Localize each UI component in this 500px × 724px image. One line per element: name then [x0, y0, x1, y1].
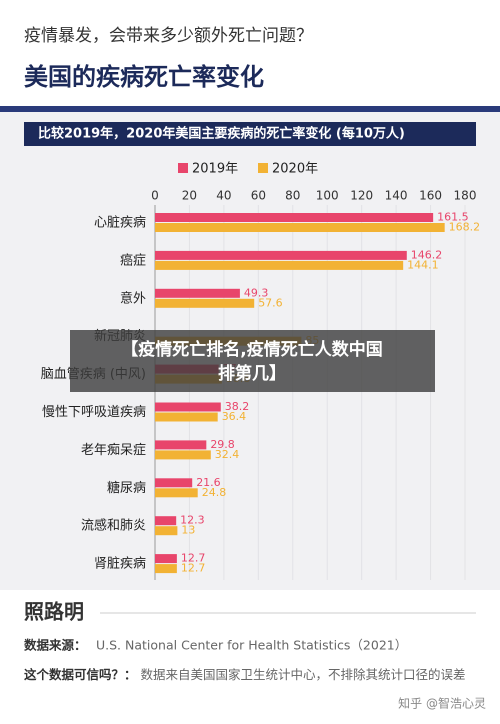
y-tick-label: 意外 [120, 290, 146, 306]
overlay-bg [70, 330, 435, 392]
data-label: 12.3 [180, 514, 205, 527]
bar [155, 288, 240, 298]
bar [155, 526, 178, 536]
x-tick-label: 140 [385, 189, 408, 203]
bar [155, 516, 177, 526]
subtitle-bar [24, 122, 476, 146]
overlay-caption: 【疫情死亡排名,疫情死亡人数中国排第几】 [121, 339, 382, 384]
y-tick-label: 慢性下呼吸道疾病 [42, 404, 146, 420]
data-label: 49.3 [244, 286, 269, 299]
bar [155, 440, 207, 450]
bar [155, 412, 218, 422]
y-tick-label: 心脏疾病 [94, 216, 146, 231]
trust-label: 这个数据可信吗？： [24, 667, 137, 682]
bar [155, 213, 434, 222]
data-label: 36.4 [222, 410, 247, 423]
x-tick-label: 80 [285, 189, 300, 203]
bar [155, 478, 193, 488]
header-stripe [0, 106, 500, 112]
legend-swatch [258, 163, 268, 173]
y-tick-label: 流感和肺炎 [81, 518, 146, 534]
data-label: 12.7 [181, 562, 206, 575]
brand: 照路明 [24, 600, 84, 624]
chart-title: 比较2019年，2020年美国主要疾病的死亡率变化 (每10万人) [38, 126, 405, 142]
y-tick-label: 糖尿病 [107, 480, 146, 496]
data-label: 38.2 [225, 400, 250, 413]
legend-swatch [178, 163, 188, 173]
kicker: 疫情暴发，会带来多少额外死亡问题？ [24, 26, 313, 46]
x-tick-label: 120 [350, 189, 373, 203]
bar [155, 402, 221, 412]
x-tick-label: 20 [182, 189, 197, 203]
bar [155, 450, 211, 460]
x-tick-label: 60 [251, 189, 266, 203]
header-bg [0, 0, 500, 115]
data-label: 161.5 [437, 211, 469, 224]
source-label: 数据来源： [23, 638, 87, 653]
data-label: 168.2 [449, 221, 481, 234]
data-label: 29.8 [210, 438, 235, 451]
bar [155, 260, 404, 270]
bar [155, 223, 445, 232]
header-title: 美国的疾病死亡率变化 [24, 63, 264, 91]
data-label: 146.2 [411, 248, 443, 261]
data-label: 57.6 [258, 296, 283, 309]
data-label: 12.7 [181, 552, 206, 565]
x-tick-label: 100 [316, 189, 339, 203]
legend-label: 2020年 [272, 162, 318, 177]
x-tick-label: 0 [151, 189, 159, 203]
data-label: 21.6 [196, 476, 221, 489]
trust-text: 数据来自美国国家卫生统计中心，不排除其统计口径的误差 [140, 667, 466, 682]
data-label: 13 [181, 524, 195, 537]
data-label: 144.1 [407, 258, 439, 271]
bar [155, 250, 407, 260]
legend-label: 2019年 [192, 162, 238, 177]
x-tick-label: 40 [216, 189, 231, 203]
y-tick-label: 癌症 [120, 252, 146, 268]
data-label: 32.4 [215, 448, 240, 461]
data-label: 24.8 [202, 486, 227, 499]
bar [155, 564, 177, 574]
y-tick-label: 肾脏疾病 [94, 557, 146, 572]
y-tick-label: 老年痴呆症 [81, 442, 146, 458]
trust-note: 这个数据可信吗？： 数据来自美国国家卫生统计中心，不排除其统计口径的误差 [24, 664, 474, 686]
x-tick-label: 160 [419, 189, 442, 203]
watermark: 知乎 @智浩心灵 [398, 696, 486, 711]
bar [155, 298, 255, 308]
source: U.S. National Center for Health Statisti… [96, 638, 407, 653]
bar [155, 554, 177, 564]
bar [155, 488, 198, 498]
x-tick-label: 180 [454, 189, 477, 203]
